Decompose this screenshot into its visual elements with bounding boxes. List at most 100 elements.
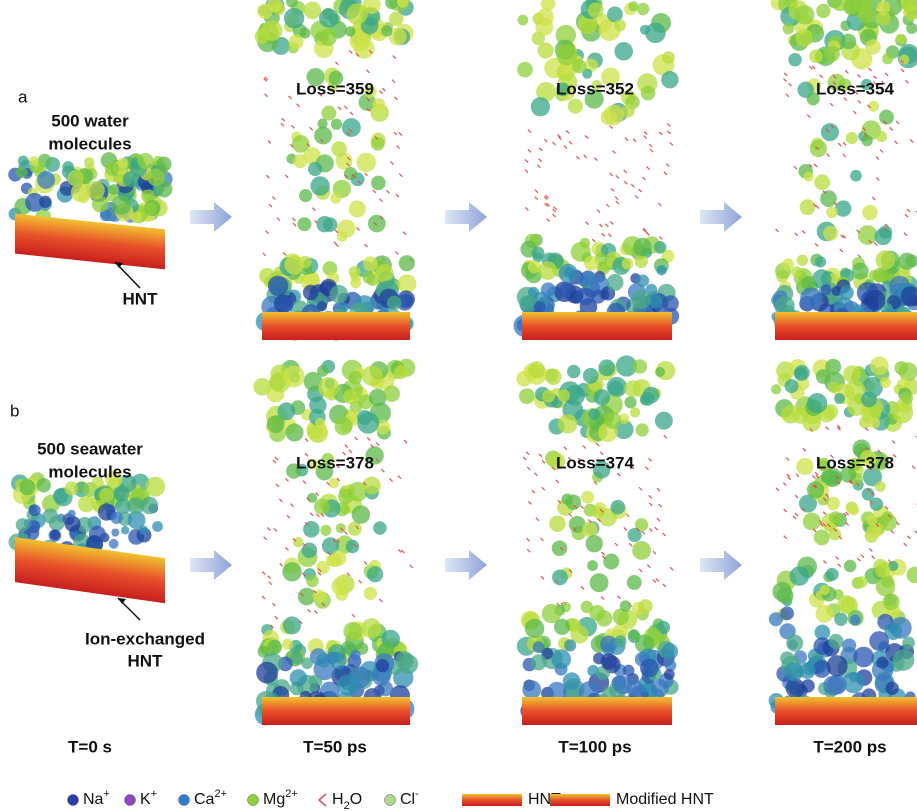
- molecule-blob: [801, 679, 815, 693]
- molecule-blob: [18, 156, 29, 167]
- water: [656, 578, 659, 581]
- water: [611, 188, 614, 191]
- molecule-blob: [869, 417, 881, 429]
- molecule-blob: [335, 588, 348, 601]
- water: [539, 148, 542, 151]
- molecule-blob: [139, 525, 149, 535]
- water: [869, 549, 872, 552]
- hnt-substrate: [775, 312, 917, 340]
- water: [802, 230, 805, 233]
- molecule-blob: [111, 529, 119, 537]
- molecule-blob: [331, 119, 342, 130]
- panel-label: b: [10, 401, 19, 420]
- molecule-blob: [268, 276, 288, 296]
- water: [338, 107, 341, 110]
- loss-label: Loss=354: [816, 79, 895, 98]
- molecule-blob: [110, 512, 122, 524]
- water: [314, 611, 317, 614]
- molecule-blob: [517, 62, 533, 78]
- water: [553, 214, 556, 217]
- water: [904, 233, 907, 236]
- molecule-blob: [152, 521, 163, 532]
- molecule-blob: [375, 264, 394, 283]
- water: [263, 253, 266, 256]
- molecule-blob: [522, 680, 541, 699]
- molecule-blob: [630, 407, 640, 417]
- molecule-blob: [843, 672, 864, 693]
- water: [625, 138, 628, 141]
- molecule-blob: [558, 414, 578, 434]
- water: [776, 229, 779, 232]
- water: [601, 597, 604, 600]
- water: [364, 244, 367, 247]
- molecule-blob: [810, 140, 827, 157]
- molecule-blob: [587, 560, 598, 571]
- molecule-blob: [826, 655, 847, 676]
- water: [657, 488, 660, 491]
- molecule-blob: [867, 524, 882, 539]
- legend-text: H: [332, 791, 344, 808]
- molecule-blob: [84, 157, 95, 168]
- water: [532, 490, 535, 493]
- water: [564, 146, 567, 149]
- molecule-blob: [517, 15, 528, 26]
- water: [382, 88, 385, 91]
- molecule-blob: [840, 286, 854, 300]
- molecule-blob: [349, 201, 366, 218]
- molecule-blob: [37, 171, 55, 189]
- molecule-blob: [143, 202, 156, 215]
- molecule-blob: [781, 405, 800, 424]
- molecule-blob: [865, 290, 886, 311]
- molecule-blob: [623, 665, 635, 677]
- molecule-blob: [399, 255, 415, 271]
- molecule-blob: [68, 510, 76, 518]
- water: [536, 518, 539, 521]
- molecule-blob: [870, 356, 889, 375]
- molecule-blob: [892, 402, 913, 423]
- molecule-blob: [105, 161, 119, 175]
- loss-label: Loss=359: [296, 79, 374, 98]
- time-label: T=100 ps: [558, 737, 631, 756]
- molecule-blob: [783, 23, 794, 34]
- water: [401, 550, 404, 553]
- molecule-blob: [304, 1, 322, 19]
- water: [794, 166, 797, 169]
- molecule-blob: [562, 493, 573, 504]
- water: [525, 170, 528, 173]
- legend-icon: [248, 795, 259, 806]
- molecule-blob: [656, 265, 666, 275]
- water: [287, 515, 290, 518]
- water: [291, 504, 294, 507]
- water: [273, 460, 276, 463]
- water: [645, 467, 648, 470]
- molecule-blob: [635, 255, 648, 268]
- legend-icon: [462, 794, 522, 806]
- water: [659, 504, 662, 507]
- molecule-blob: [29, 504, 41, 516]
- molecule-blob: [282, 639, 293, 650]
- water: [639, 569, 642, 572]
- water: [344, 106, 347, 109]
- water: [556, 480, 559, 483]
- water: [569, 141, 572, 144]
- molecule-blob: [314, 499, 330, 515]
- arrow: [445, 550, 487, 580]
- molecule-blob: [541, 282, 556, 297]
- molecule-blob: [821, 284, 832, 295]
- water: [262, 572, 265, 575]
- molecule-blob: [373, 98, 386, 111]
- molecule-blob: [338, 489, 353, 504]
- water: [615, 543, 618, 546]
- molecule-blob: [310, 176, 329, 195]
- legend-text: 2+: [214, 788, 227, 800]
- water: [784, 536, 787, 539]
- molecule-blob: [357, 410, 372, 425]
- hnt-substrate: [522, 697, 672, 725]
- water: [606, 204, 609, 207]
- water: [285, 478, 288, 481]
- molecule-blob: [319, 28, 337, 46]
- water: [784, 73, 787, 76]
- water: [581, 506, 584, 509]
- loss-label: Loss=374: [556, 453, 635, 472]
- molecule-blob: [828, 382, 840, 394]
